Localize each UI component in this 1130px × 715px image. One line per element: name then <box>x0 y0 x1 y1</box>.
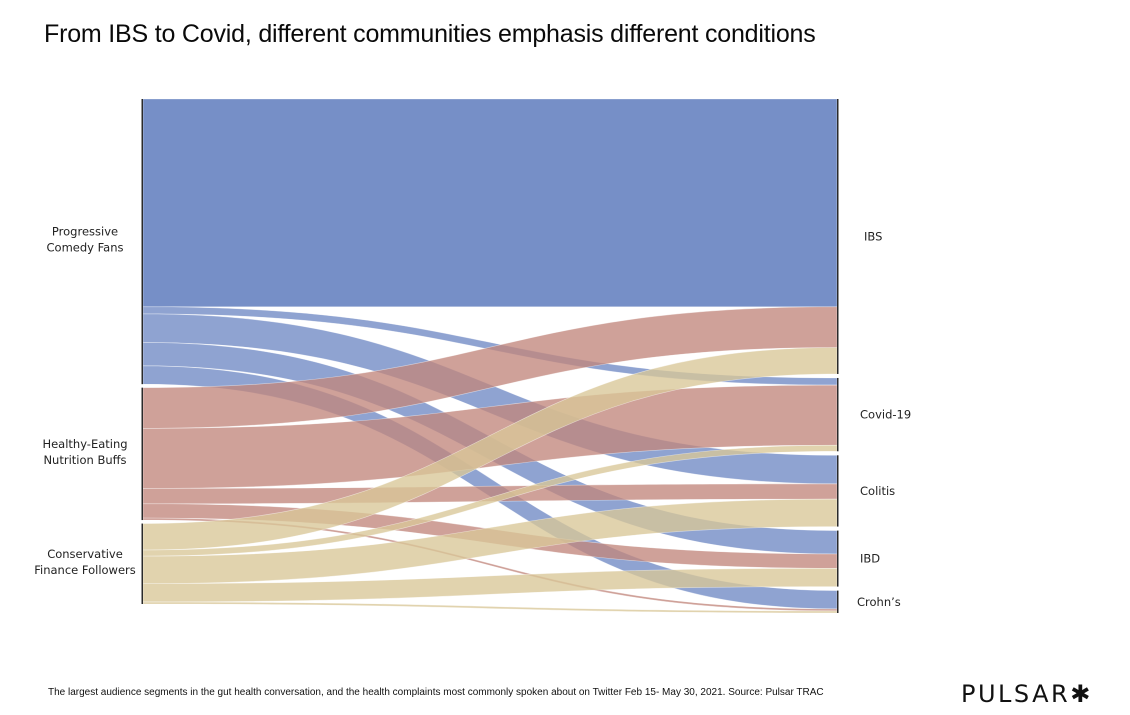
target-node-crohns <box>837 590 839 613</box>
source-label-progressive: Progressive Comedy Fans <box>47 225 124 255</box>
target-label-colitis: Colitis <box>860 484 895 498</box>
target-label-ibd: IBD <box>860 552 880 566</box>
link-conservative-to-colitis <box>142 498 838 584</box>
target-node-covid <box>837 377 839 452</box>
target-node-colitis <box>837 455 839 527</box>
links-layer <box>142 98 838 614</box>
logo-text: PULSAR <box>961 680 1071 708</box>
target-node-ibd <box>837 530 839 587</box>
target-label-crohns: Crohn’s <box>857 595 901 609</box>
source-label-conservative: Conservative Finance Followers <box>34 547 136 577</box>
labels-layer: Progressive Comedy Fans Healthy-Eating Nutr… <box>34 225 911 609</box>
target-label-ibs: IBS <box>864 229 882 243</box>
chart-title: From IBS to Covid, different communities… <box>44 20 816 48</box>
nodes-layer <box>141 99 839 613</box>
source-node-healthy <box>141 387 143 521</box>
source-label-healthy: Healthy-Eating Nutrition Buffs <box>42 437 127 467</box>
source-node-progressive <box>141 99 143 385</box>
source-node-conservative <box>141 523 143 604</box>
asterisk-icon: ✱ <box>1070 680 1091 708</box>
footer-caption: The largest audience segments in the gut… <box>48 687 824 698</box>
target-node-ibs <box>837 99 839 374</box>
link-progressive-to-ibs <box>142 98 838 308</box>
target-label-covid: Covid-19 <box>860 408 911 422</box>
pulsar-logo: PULSAR✱ <box>961 680 1090 708</box>
